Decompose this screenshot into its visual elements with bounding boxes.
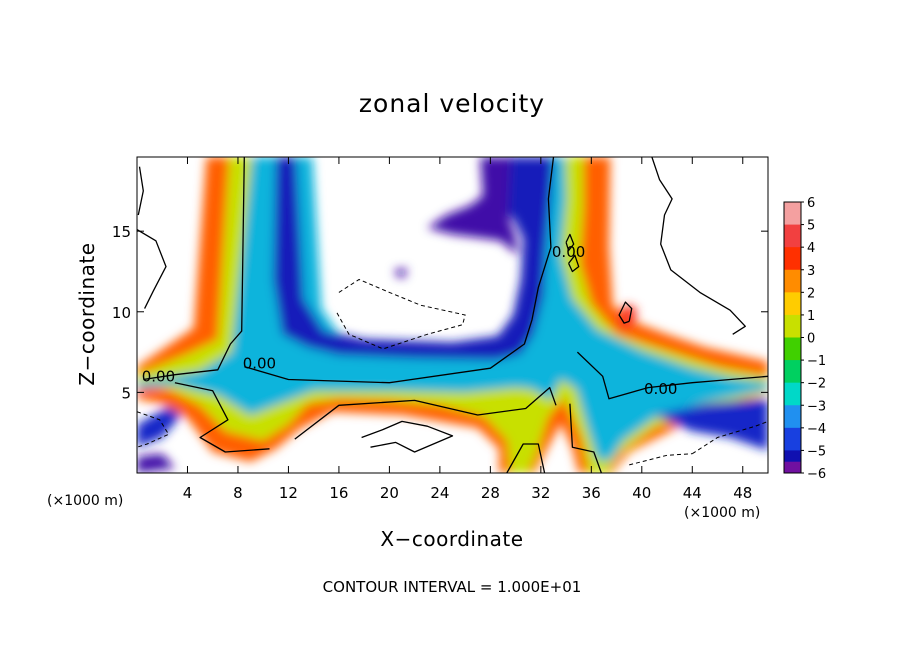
colorbar-swatch-6 <box>784 337 801 361</box>
x-unit-label-right: (×1000 m) <box>684 505 760 521</box>
y-tick-label-15: 15 <box>112 223 131 241</box>
x-axis-label: X−coordinate <box>380 527 523 551</box>
colorbar-label-5: 1 <box>807 309 815 324</box>
velocity-band-7 <box>654 398 768 451</box>
contour-dashed-1 <box>137 411 170 448</box>
contour-label-1: 0.00 <box>243 354 276 372</box>
plot-frame <box>136 156 769 474</box>
colorbar-label-7: −1 <box>807 354 826 369</box>
colorbar-swatch-7 <box>784 360 801 384</box>
contour-labels: 0.00 0.00 0.00 0.00 <box>142 243 678 398</box>
colorbar-label-2: 4 <box>807 241 815 256</box>
colorbar-label-4: 2 <box>807 286 815 301</box>
contour-solid-7 <box>569 403 603 473</box>
colorbar-label-11: −5 <box>807 444 826 459</box>
contour-solid-13 <box>651 157 746 335</box>
colorbar: 6 5 4 3 2 1 0 −1 −2 −3 −4 −5 −6 <box>783 196 826 482</box>
colorbar-swatch-9 <box>784 405 801 429</box>
colorbar-label-9: −3 <box>807 399 826 414</box>
y-axis: 5 10 15 <box>112 223 768 402</box>
contour-solid-4 <box>576 351 768 400</box>
contour-label-3: 0.00 <box>644 380 677 398</box>
x-tick-label-36: 36 <box>582 484 601 502</box>
x-tick-label-20: 20 <box>380 484 399 502</box>
x-tick-label-40: 40 <box>632 484 651 502</box>
x-tick-label-32: 32 <box>531 484 550 502</box>
x-tick-label-8: 8 <box>233 484 243 502</box>
contour-solid-2 <box>143 157 245 381</box>
x-tick-label-24: 24 <box>430 484 449 502</box>
velocity-band-8 <box>617 303 637 332</box>
colorbar-swatch-3 <box>784 269 801 293</box>
contour-solid-0 <box>137 166 144 216</box>
chart-title: zonal velocity <box>359 89 545 118</box>
colorbar-swatch-8 <box>784 382 801 406</box>
colorbar-label-10: −4 <box>807 422 826 437</box>
velocity-band-4 <box>427 157 519 256</box>
contour-dashed-2 <box>692 420 768 455</box>
contour-solid-9 <box>361 420 454 453</box>
x-tick-label-16: 16 <box>329 484 348 502</box>
colorbar-swatch-1 <box>784 224 801 248</box>
velocity-field <box>137 157 768 473</box>
colorbar-label-1: 5 <box>807 219 815 234</box>
contour-solid-11 <box>565 233 575 252</box>
colorbar-label-12: −6 <box>807 467 826 482</box>
velocity-band-9 <box>394 268 408 278</box>
colorbar-swatch-10 <box>784 427 801 451</box>
colorbar-swatch-5 <box>784 314 801 338</box>
colorbar-swatch-4 <box>784 292 801 316</box>
contour-solid-3 <box>244 157 555 384</box>
x-tick-label-44: 44 <box>683 484 702 502</box>
contour-interval-note: CONTOUR INTERVAL = 1.000E+01 <box>323 578 582 596</box>
y-axis-label: Z−coordinate <box>75 242 99 385</box>
contour-lines <box>137 157 768 473</box>
contour-dashed-0 <box>335 278 466 350</box>
colorbar-label-0: 6 <box>807 196 815 211</box>
colorbar-swatch-end <box>784 461 801 473</box>
y-tick-label-5: 5 <box>121 384 131 402</box>
contour-solid-12 <box>568 254 580 273</box>
contour-solid-5 <box>174 382 270 453</box>
colorbar-swatch-0 <box>784 202 801 226</box>
colorbar-swatch-2 <box>784 247 801 271</box>
x-axis: 4 8 12 16 20 24 28 32 36 40 44 48 <box>183 157 752 502</box>
contour-label-0: 0.00 <box>142 367 175 385</box>
x-unit-label-left: (×1000 m) <box>47 493 123 509</box>
contour-solid-10 <box>618 301 633 324</box>
velocity-band-6 <box>137 453 175 473</box>
colorbar-label-6: 0 <box>807 332 815 347</box>
contour-solid-1 <box>137 229 167 309</box>
x-tick-label-48: 48 <box>733 484 752 502</box>
contour-dashed-3 <box>629 453 693 466</box>
contour-solid-8 <box>506 443 546 473</box>
x-tick-label-4: 4 <box>183 484 193 502</box>
contour-solid-6 <box>294 386 557 440</box>
contour-label-2: 0.00 <box>552 243 585 261</box>
y-tick-label-10: 10 <box>112 304 131 322</box>
x-tick-label-28: 28 <box>481 484 500 502</box>
colorbar-label-3: 3 <box>807 264 815 279</box>
velocity-band-5 <box>137 406 182 448</box>
x-tick-label-12: 12 <box>279 484 298 502</box>
colorbar-label-8: −2 <box>807 377 826 392</box>
